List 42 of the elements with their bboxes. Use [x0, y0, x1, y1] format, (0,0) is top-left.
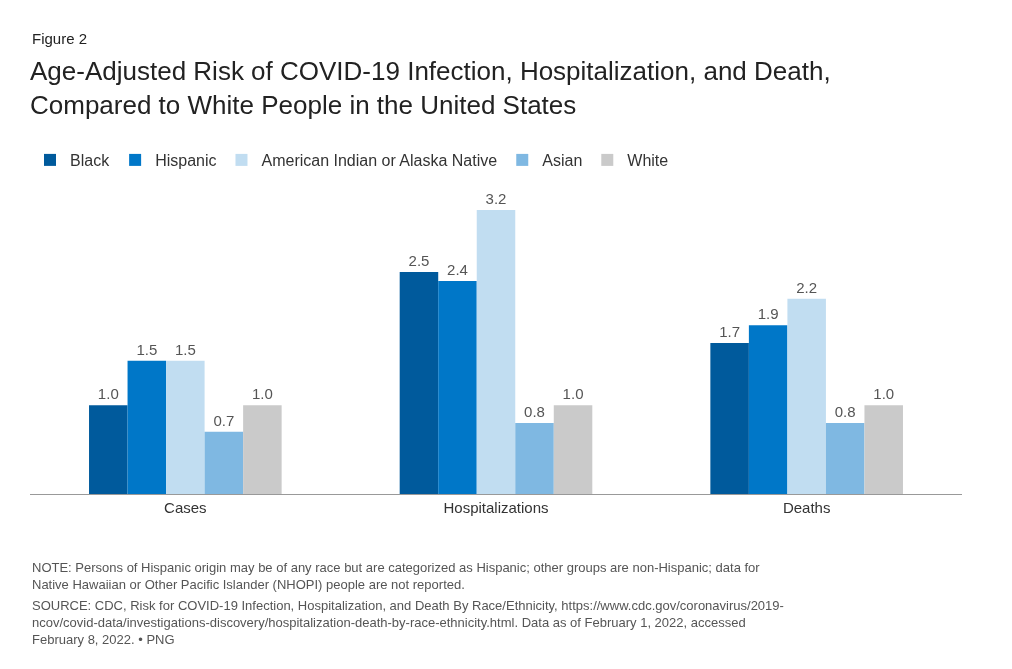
data-label: 1.9 — [757, 305, 779, 323]
data-label: 2.4 — [447, 260, 468, 278]
chart-title: Age-Adjusted Risk of COVID-19 Infection, Hospitalization, and Death, Compared to White People in the United States — [30, 56, 831, 121]
bar — [399, 272, 439, 494]
data-label: 2.2 — [796, 278, 818, 296]
x-tick-label: Hospitalizations — [443, 499, 549, 516]
bar — [243, 405, 282, 494]
x-tick-label: Deaths — [782, 499, 831, 516]
bar — [204, 431, 244, 494]
bar — [825, 422, 865, 494]
bar — [127, 360, 167, 494]
data-label: 1.0 — [873, 385, 895, 403]
legend-label: American Indian or Alaska Native — [261, 152, 498, 170]
data-label: 1.0 — [97, 385, 119, 403]
bar — [89, 405, 128, 494]
legend-label: Asian — [542, 152, 583, 170]
bar — [166, 360, 205, 494]
bar — [553, 405, 593, 494]
data-label: 0.8 — [524, 402, 545, 420]
x-tick-label: Cases — [164, 499, 207, 516]
bar — [515, 422, 554, 494]
legend-label: Black — [70, 152, 111, 170]
legend-label: White — [627, 152, 669, 170]
bar — [864, 405, 903, 494]
bar — [787, 298, 826, 494]
bar — [476, 209, 516, 494]
bar — [438, 280, 477, 494]
bar — [748, 325, 788, 494]
data-label: 1.5 — [136, 340, 158, 358]
source-note: SOURCE: CDC, Risk for COVID-19 Infection, Hospitalization, and Death By Race/Ethnicity, https://www.cdc.gov/coronavirus/2019-ncov/covid-data/investigations-discovery/hospitalization-death-by-race-ethnicity.html. Data as of February 1, 2022, accessed February 8, 2022. • PNG — [32, 598, 784, 647]
data-label: 2.5 — [408, 252, 430, 270]
legend-label: Hispanic — [155, 152, 217, 170]
data-label: 3.2 — [485, 189, 507, 207]
data-label: 0.8 — [834, 402, 856, 420]
caption: Figure 2 — [32, 30, 88, 47]
data-label: 0.7 — [213, 411, 235, 429]
data-label: 1.7 — [719, 323, 741, 341]
data-label: 1.0 — [251, 385, 273, 403]
data-label: 1.5 — [174, 340, 196, 358]
text: NOTE: Persons of Hispanic origin may be of any race but are categorized as Hispanic; other groups are non-Hispanic; data for Native Hawaiian or Other Pacific Islander (NHOPI) people are not reported. — [32, 560, 761, 592]
data-label: 1.0 — [562, 385, 584, 403]
bar — [710, 343, 749, 494]
